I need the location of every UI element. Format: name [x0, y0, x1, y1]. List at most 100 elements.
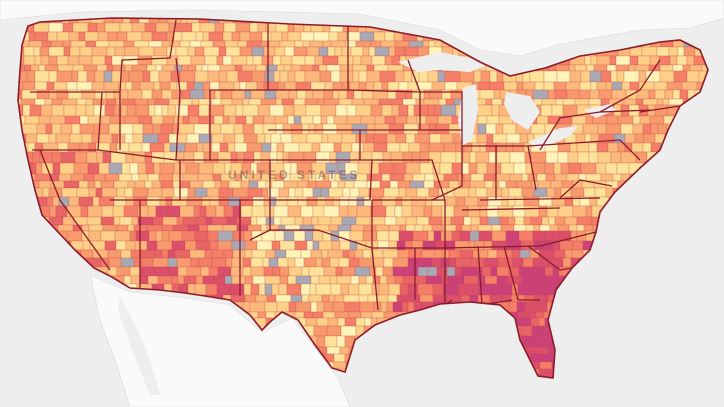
county-cell[interactable]	[366, 64, 375, 72]
county-cell[interactable]	[294, 311, 305, 319]
county-cell[interactable]	[172, 224, 189, 232]
county-cell[interactable]	[231, 257, 244, 268]
county-cell[interactable]	[522, 257, 534, 268]
county-cell[interactable]	[117, 133, 126, 144]
county-cell[interactable]	[280, 216, 296, 226]
county-cell[interactable]	[615, 64, 630, 72]
county-cell[interactable]	[257, 180, 267, 189]
county-cell[interactable]	[425, 196, 433, 207]
county-cell[interactable]	[95, 40, 110, 48]
county-cell[interactable]	[460, 294, 471, 303]
county-cell[interactable]	[544, 266, 554, 277]
county-cell[interactable]	[213, 115, 224, 125]
county-cell[interactable]	[443, 142, 457, 153]
county-cell[interactable]	[350, 224, 365, 232]
county-cell[interactable]	[138, 115, 153, 125]
county-cell[interactable]	[315, 151, 331, 164]
county-cell[interactable]	[477, 123, 487, 135]
county-cell[interactable]	[545, 151, 559, 164]
county-cell[interactable]	[48, 55, 58, 66]
county-cell[interactable]	[544, 162, 555, 175]
county-cell[interactable]	[72, 64, 85, 72]
county-cell[interactable]	[279, 240, 296, 251]
county-cell[interactable]	[127, 89, 143, 100]
county-cell[interactable]	[416, 187, 430, 198]
county-cell[interactable]	[189, 249, 206, 259]
county-cell[interactable]	[273, 205, 289, 218]
county-cell[interactable]	[227, 196, 241, 207]
county-cell[interactable]	[247, 224, 262, 232]
county-cell[interactable]	[293, 46, 308, 57]
county-cell[interactable]	[157, 133, 170, 144]
county-cell[interactable]	[617, 115, 634, 125]
county-cell[interactable]	[93, 104, 106, 117]
county-cell[interactable]	[414, 224, 424, 232]
county-cell[interactable]	[78, 180, 89, 189]
county-cell[interactable]	[252, 55, 263, 66]
county-cell[interactable]	[142, 70, 151, 83]
county-cell[interactable]	[288, 266, 303, 277]
county-cell[interactable]	[109, 115, 126, 125]
county-cell[interactable]	[470, 224, 479, 232]
county-cell[interactable]	[541, 216, 550, 226]
county-cell[interactable]	[35, 162, 43, 175]
county-cell[interactable]	[244, 275, 254, 285]
county-cell[interactable]	[197, 173, 214, 182]
county-cell[interactable]	[133, 257, 143, 268]
county-cell[interactable]	[234, 64, 243, 72]
county-cell[interactable]	[187, 187, 196, 198]
county-cell[interactable]	[583, 187, 596, 198]
county-cell[interactable]	[600, 98, 610, 106]
county-cell[interactable]	[260, 98, 277, 106]
county-cell[interactable]	[405, 162, 421, 175]
county-cell[interactable]	[256, 240, 273, 251]
county-cell[interactable]	[116, 187, 126, 198]
county-cell[interactable]	[328, 294, 336, 303]
county-cell[interactable]	[376, 294, 389, 303]
county-cell[interactable]	[182, 115, 190, 125]
county-cell[interactable]	[118, 173, 133, 182]
county-cell[interactable]	[151, 89, 163, 100]
county-cell[interactable]	[277, 257, 289, 268]
county-cell[interactable]	[62, 22, 74, 33]
county-cell[interactable]	[327, 46, 336, 57]
county-cell[interactable]	[246, 40, 262, 48]
county-cell[interactable]	[311, 142, 321, 153]
county-cell[interactable]	[139, 266, 156, 277]
county-cell[interactable]	[547, 89, 556, 100]
county-cell[interactable]	[88, 224, 104, 232]
county-cell[interactable]	[98, 133, 113, 144]
county-cell[interactable]	[168, 133, 178, 144]
county-cell[interactable]	[519, 133, 529, 144]
county-cell[interactable]	[228, 115, 237, 125]
county-cell[interactable]	[560, 162, 570, 175]
county-cell[interactable]	[518, 230, 534, 242]
county-cell[interactable]	[365, 275, 374, 285]
county-cell[interactable]	[494, 173, 511, 182]
county-cell[interactable]	[237, 70, 253, 83]
county-cell[interactable]	[24, 64, 32, 72]
county-cell[interactable]	[589, 70, 602, 83]
county-cell[interactable]	[548, 216, 556, 226]
county-cell[interactable]	[71, 70, 79, 83]
county-cell[interactable]	[341, 46, 352, 57]
county-cell[interactable]	[239, 46, 253, 57]
county-cell[interactable]	[589, 89, 600, 100]
county-cell[interactable]	[390, 98, 404, 106]
county-cell[interactable]	[654, 89, 666, 100]
county-cell[interactable]	[52, 162, 61, 175]
county-cell[interactable]	[596, 142, 609, 153]
county-cell[interactable]	[98, 162, 110, 175]
county-cell[interactable]	[187, 224, 200, 232]
county-cell[interactable]	[358, 151, 373, 164]
county-cell[interactable]	[149, 142, 165, 153]
county-cell[interactable]	[193, 123, 210, 135]
county-cell[interactable]	[236, 151, 245, 164]
county-cell[interactable]	[456, 275, 465, 285]
county-cell[interactable]	[148, 104, 156, 117]
county-cell[interactable]	[92, 196, 100, 207]
county-cell[interactable]	[382, 266, 394, 277]
county-cell[interactable]	[366, 180, 381, 189]
county-cell[interactable]	[205, 216, 213, 226]
county-cell[interactable]	[108, 40, 125, 48]
